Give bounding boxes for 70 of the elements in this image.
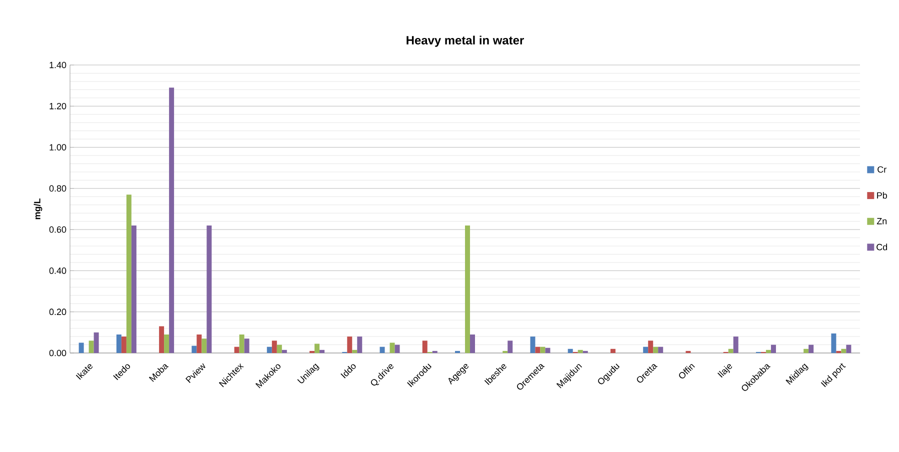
bar [846, 344, 852, 353]
bar [394, 344, 400, 353]
bar [192, 346, 197, 353]
bar [465, 225, 470, 353]
y-tick-label: 0.60 [49, 226, 66, 233]
bar [841, 348, 846, 353]
bar [352, 350, 358, 353]
y-tick-label: 0.80 [49, 185, 66, 192]
bar [282, 350, 287, 353]
bar [121, 336, 126, 353]
bar [390, 342, 395, 353]
bar [470, 334, 476, 353]
bar [266, 346, 272, 353]
bar [733, 336, 738, 353]
y-tick-label: 1.20 [50, 102, 66, 110]
bar [530, 336, 536, 353]
bar [422, 340, 428, 353]
x-tick-label: Ilaje [718, 364, 732, 378]
bar [164, 334, 170, 353]
bar [653, 346, 658, 353]
legend-label: Cd [876, 244, 888, 250]
bar [540, 346, 546, 353]
bar [728, 348, 734, 353]
bar [357, 336, 362, 353]
chart-title: Heavy metal in water [406, 36, 524, 47]
bar [94, 332, 99, 353]
bar [568, 348, 573, 353]
legend-label: Cr [878, 166, 886, 173]
y-tick-label: 0.00 [49, 350, 66, 356]
y-tick-label: 1.00 [50, 144, 66, 150]
bar [347, 336, 352, 353]
bar [658, 346, 664, 353]
bar [535, 346, 540, 353]
bar [169, 88, 174, 353]
bar [272, 340, 277, 353]
y-tick-label: 0.40 [49, 268, 66, 274]
bar [314, 344, 320, 353]
x-tick-label: Iddo [340, 364, 356, 378]
bar [808, 344, 814, 353]
bar [78, 342, 84, 353]
bar [545, 348, 550, 353]
bar [239, 334, 244, 353]
bar [202, 338, 207, 353]
bar [578, 350, 583, 353]
y-tick-label: 1.40 [50, 62, 66, 68]
bar [276, 344, 282, 353]
bar [766, 350, 771, 353]
bar [196, 334, 202, 353]
bar [159, 326, 164, 353]
bar [643, 346, 648, 353]
bar [320, 350, 325, 353]
bar [244, 338, 250, 353]
bar [88, 340, 94, 353]
legend-label: Zn [876, 218, 887, 224]
legend-label: Pb [877, 192, 887, 199]
bar [508, 340, 513, 353]
bar [126, 194, 132, 353]
x-tick-label: Offin [679, 364, 695, 378]
bar [206, 225, 212, 353]
bar [116, 334, 122, 353]
bar [131, 225, 136, 353]
bar [610, 348, 616, 353]
y-tick-label: 0.20 [49, 308, 66, 316]
y-axis-title: mg/L [34, 198, 42, 220]
bar [804, 348, 809, 353]
bar [770, 344, 776, 353]
bar [234, 346, 240, 353]
bar [648, 340, 654, 353]
bar [831, 333, 836, 353]
bar [380, 346, 385, 353]
